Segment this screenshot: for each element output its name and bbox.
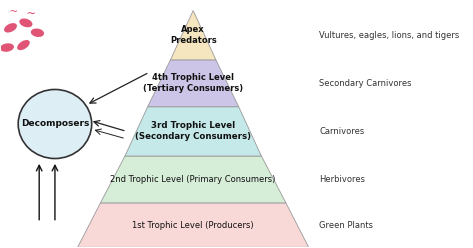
Ellipse shape xyxy=(0,43,14,52)
Ellipse shape xyxy=(4,23,17,32)
Text: ~: ~ xyxy=(26,7,35,22)
Polygon shape xyxy=(100,156,286,203)
Text: Vultures, eagles, lions, and tigers: Vultures, eagles, lions, and tigers xyxy=(319,31,459,40)
Ellipse shape xyxy=(18,90,92,158)
Text: ~: ~ xyxy=(9,5,17,18)
Text: Herbivores: Herbivores xyxy=(319,175,365,184)
Text: Carnivores: Carnivores xyxy=(319,127,364,136)
Ellipse shape xyxy=(17,40,30,50)
Text: 1st Trophic Level (Producers): 1st Trophic Level (Producers) xyxy=(132,221,254,230)
Text: Decomposers: Decomposers xyxy=(21,120,89,128)
Text: 3rd Trophic Level
(Secondary Consumers): 3rd Trophic Level (Secondary Consumers) xyxy=(135,121,251,141)
Ellipse shape xyxy=(31,29,44,37)
Ellipse shape xyxy=(19,18,33,27)
Text: Apex
Predators: Apex Predators xyxy=(170,25,217,45)
Polygon shape xyxy=(125,107,262,156)
Polygon shape xyxy=(148,60,239,107)
Text: Secondary Carnivores: Secondary Carnivores xyxy=(319,79,412,88)
Text: 4th Trophic Level
(Tertiary Consumers): 4th Trophic Level (Tertiary Consumers) xyxy=(143,73,243,93)
Polygon shape xyxy=(78,203,309,247)
Text: 2nd Trophic Level (Primary Consumers): 2nd Trophic Level (Primary Consumers) xyxy=(111,175,276,184)
Text: Green Plants: Green Plants xyxy=(319,221,373,230)
Polygon shape xyxy=(170,11,216,60)
